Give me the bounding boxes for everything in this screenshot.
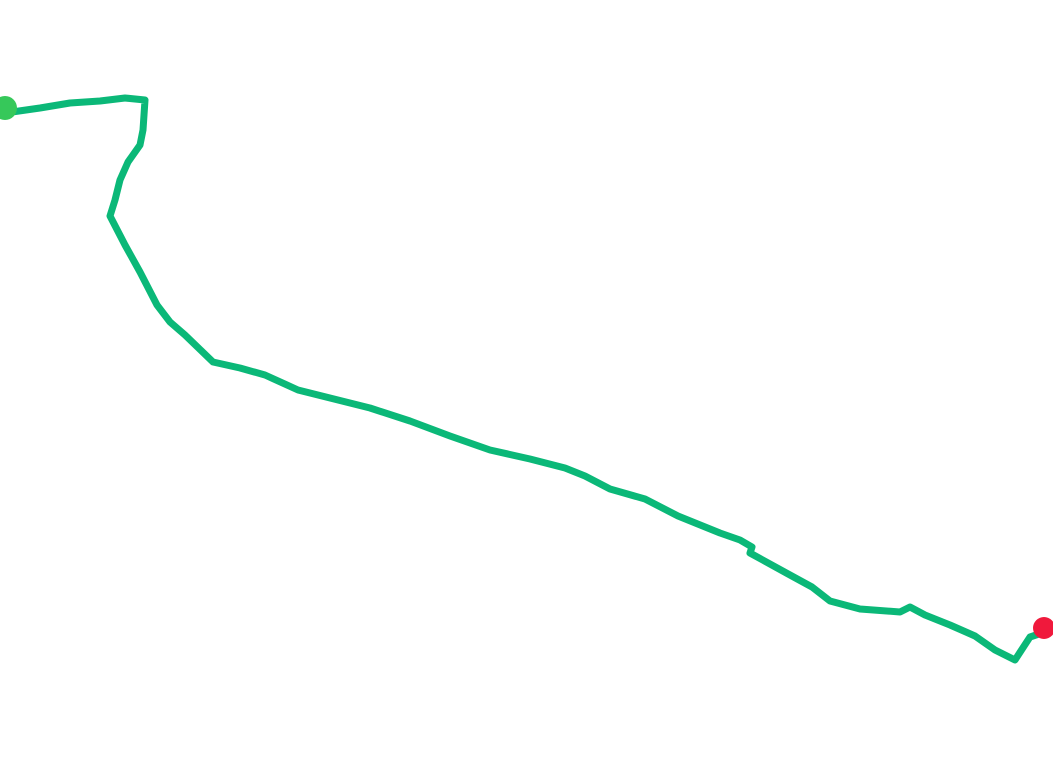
route-track: [1, 94, 1049, 664]
end-marker: [1033, 617, 1053, 639]
start-marker: [0, 96, 17, 120]
